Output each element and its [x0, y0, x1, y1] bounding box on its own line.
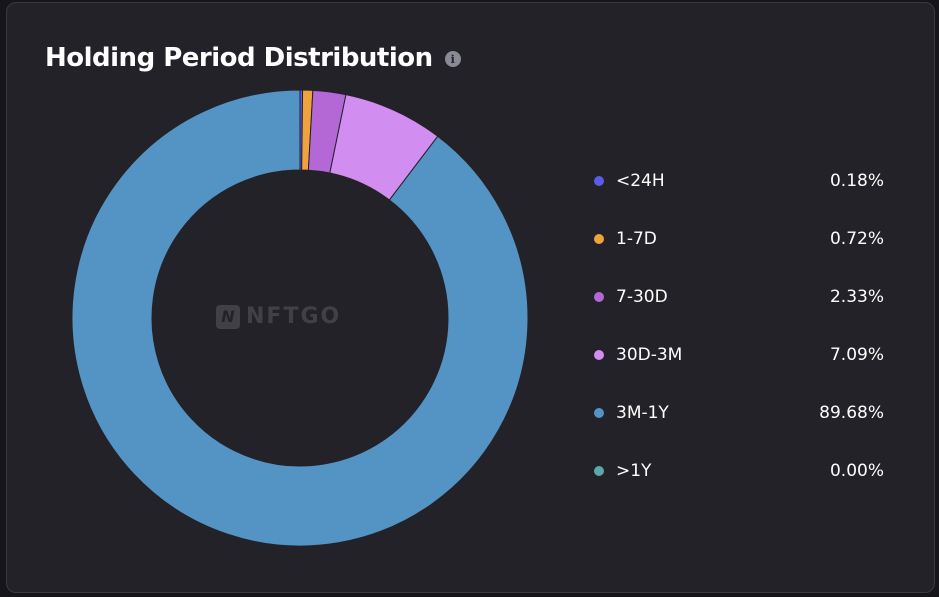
legend-dot	[594, 292, 604, 302]
legend-value: 0.18%	[829, 171, 884, 191]
legend-value: 2.33%	[829, 287, 884, 307]
legend-item[interactable]: 30D-3M 7.09%	[594, 326, 884, 384]
title-row: Holding Period Distribution i	[45, 43, 461, 73]
legend-dot	[594, 350, 604, 360]
legend-item[interactable]: >1Y 0.00%	[594, 442, 884, 500]
legend-dot	[594, 234, 604, 244]
nftgo-watermark: N NFTGO	[216, 304, 341, 329]
donut-slice-3m1y[interactable]	[71, 89, 529, 547]
legend-item[interactable]: 7-30D 2.33%	[594, 268, 884, 326]
legend-label: <24H	[616, 171, 665, 191]
legend-label: 1-7D	[616, 229, 657, 249]
legend-dot	[594, 466, 604, 476]
legend-label: 7-30D	[616, 287, 668, 307]
watermark-text: NFTGO	[246, 304, 342, 329]
legend-label: >1Y	[616, 461, 652, 481]
legend-item[interactable]: 1-7D 0.72%	[594, 210, 884, 268]
legend-item[interactable]: 3M-1Y 89.68%	[594, 384, 884, 442]
legend-value: 7.09%	[829, 345, 884, 365]
legend-dot	[594, 176, 604, 186]
chart-legend: <24H 0.18% 1-7D 0.72% 7-30D 2.33% 30D-3M 7.09% 3…	[594, 152, 884, 500]
chart-title: Holding Period Distribution	[45, 43, 433, 73]
info-icon[interactable]: i	[444, 51, 461, 67]
legend-dot	[594, 408, 604, 418]
legend-label: 30D-3M	[616, 345, 683, 365]
legend-item[interactable]: <24H 0.18%	[594, 152, 884, 210]
legend-label: 3M-1Y	[616, 403, 669, 423]
legend-value: 0.72%	[829, 229, 884, 249]
nftgo-logo-icon: N	[216, 304, 240, 329]
legend-value: 89.68%	[819, 403, 884, 423]
legend-value: 0.00%	[829, 461, 884, 481]
